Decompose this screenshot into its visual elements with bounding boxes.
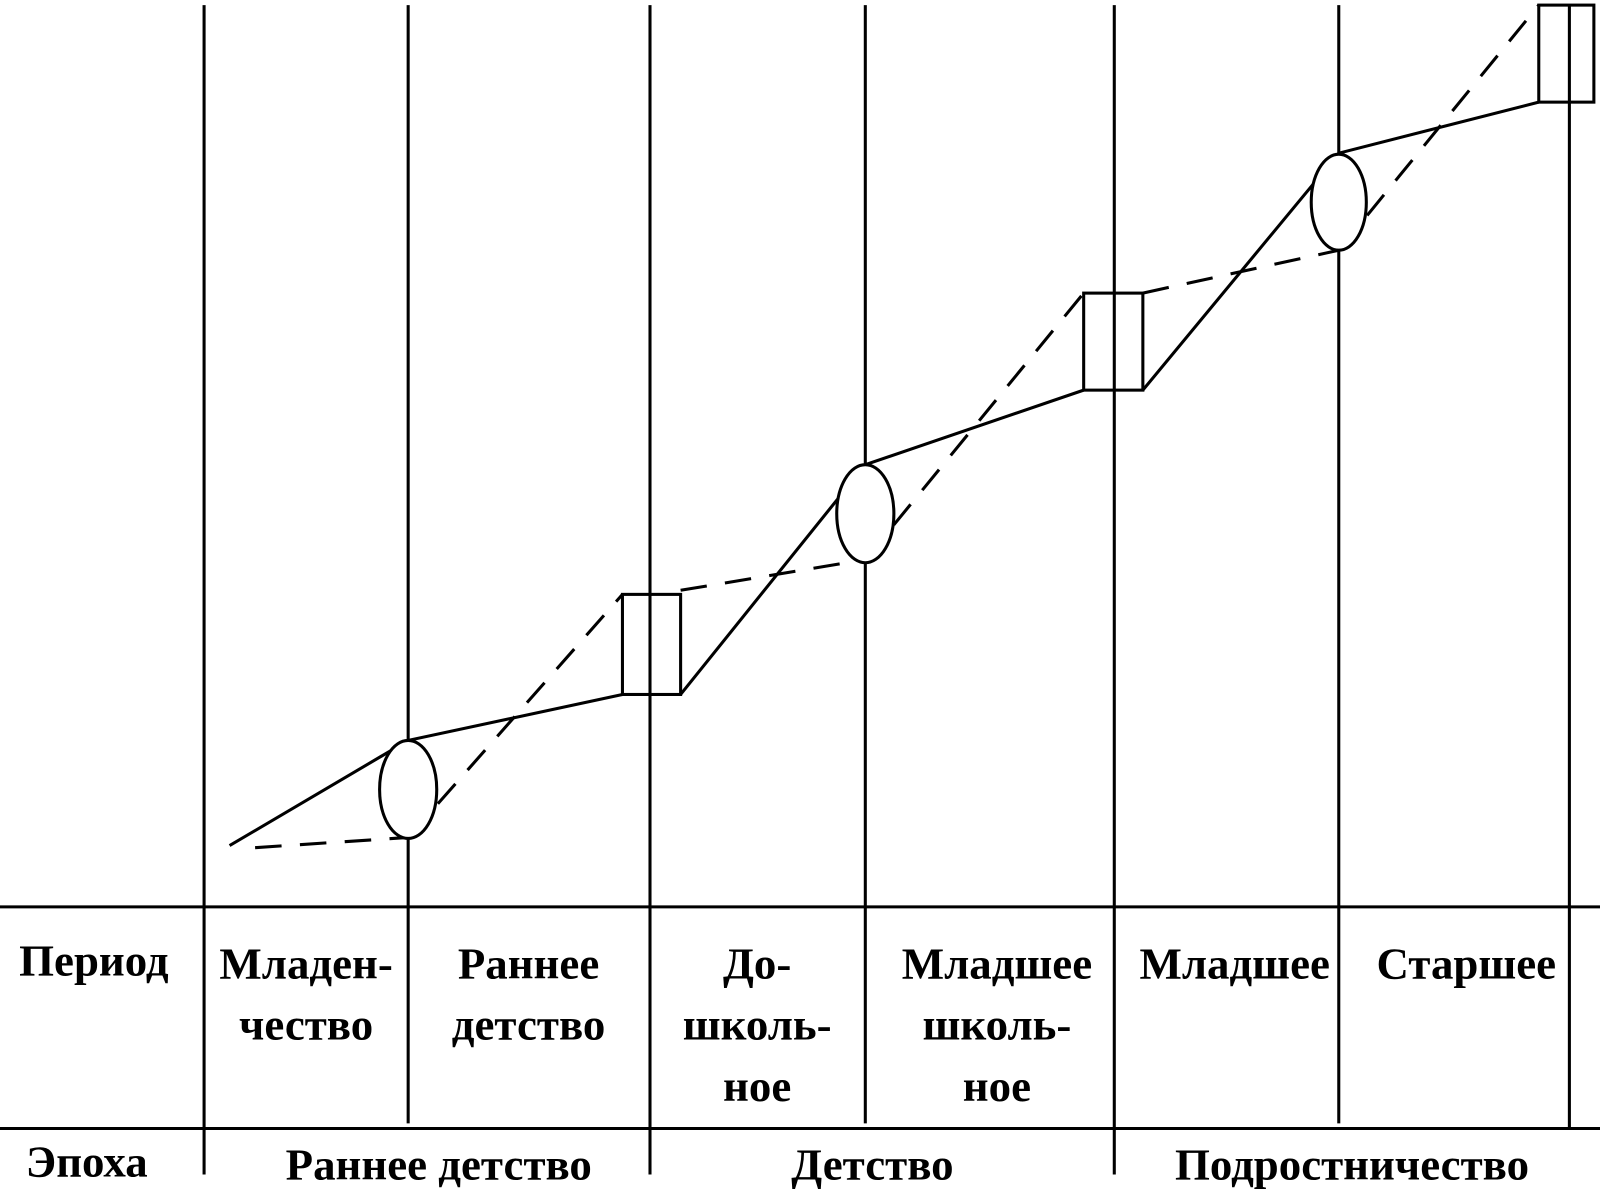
row-header: Период (19, 935, 169, 985)
period-label: Младшее (902, 938, 1092, 988)
row-header: Эпоха (26, 1136, 148, 1186)
period-label: Младен- (219, 938, 392, 988)
period-label: ное (723, 1061, 791, 1111)
period-label: Младшее (1139, 938, 1329, 988)
epoch-label: Подростничество (1175, 1140, 1529, 1190)
epoch-label: Раннее детство (286, 1140, 592, 1190)
period-label: До- (723, 938, 791, 988)
period-label: ное (963, 1061, 1031, 1111)
epoch-label: Детство (791, 1140, 953, 1190)
period-label: чество (239, 1000, 373, 1050)
period-label: Старшее (1377, 938, 1557, 988)
period-label: школь- (922, 1000, 1071, 1050)
period-label: школь- (683, 1000, 832, 1050)
development-line (228, 3, 1596, 850)
period-label: Раннее (458, 938, 599, 988)
period-label: детство (452, 1000, 606, 1050)
